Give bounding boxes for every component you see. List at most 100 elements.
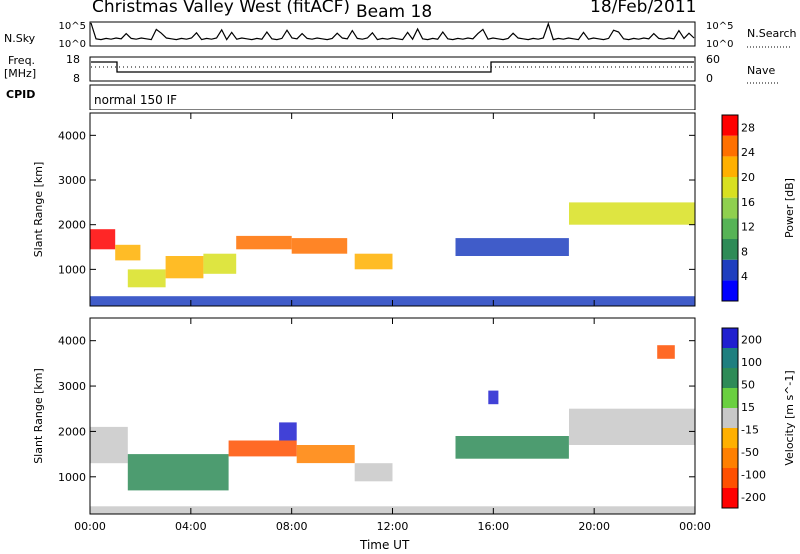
colorbar-tick-label: 24: [741, 146, 755, 159]
scatter-region: [354, 253, 393, 270]
scatter-region: [90, 426, 128, 464]
scatter-region: [127, 454, 229, 491]
x-tick-label: 20:00: [578, 520, 610, 533]
x-tick-label: 08:00: [276, 520, 308, 533]
y-axis-label: Slant Range [km]: [32, 162, 45, 258]
noise-left-tick-top: 10^5: [59, 21, 86, 32]
colorbar-tick-label: -15: [741, 423, 759, 436]
noise-panel-frame: [89, 21, 696, 47]
cpid-label: CPID: [6, 88, 36, 101]
y-tick-label: 2000: [58, 219, 86, 232]
nave-label: Nave: [747, 64, 776, 77]
colorbar-tick-label: 100: [741, 356, 762, 369]
colorbar-segment: [722, 368, 738, 388]
y-tick-label: 3000: [58, 380, 86, 393]
freq-left-tick-top: 18: [66, 53, 80, 66]
freq-panel-frame: [89, 56, 696, 82]
colorbar-tick-label: 20: [741, 171, 755, 184]
x-tick-label: 00:00: [679, 520, 711, 533]
scatter-region: [291, 238, 348, 254]
colorbar-segment: [722, 348, 738, 368]
nsky-label: N.Sky: [4, 32, 36, 45]
colorbar-label: Velocity [m s^-1]: [783, 370, 796, 465]
scatter-region: [228, 440, 297, 457]
x-tick-label: 04:00: [175, 520, 207, 533]
colorbar-frame: [721, 327, 739, 509]
status-panels: 10^5 10^0 10^5 10^0 18 8 60 0: [59, 21, 790, 110]
colorbar-segment: [722, 239, 738, 260]
y-tick-label: 4000: [58, 129, 86, 142]
y-tick-label: 1000: [58, 471, 86, 484]
colorbar-segment: [722, 156, 738, 177]
nsearch-label: N.Search: [747, 27, 797, 40]
colorbar-tick-label: 12: [741, 221, 755, 234]
noise-left-tick-bottom: 10^0: [59, 39, 86, 50]
colorbar-tick-label: -100: [741, 468, 766, 481]
freq-right-tick-bottom: 0: [706, 72, 713, 85]
x-tick-label: 16:00: [477, 520, 509, 533]
scatter-region: [90, 229, 116, 250]
colorbar-tick-label: -200: [741, 491, 766, 504]
scatter-region: [455, 436, 569, 459]
scatter-region: [488, 390, 499, 405]
noise-right-tick-bottom: 10^0: [706, 39, 733, 50]
freq-unit-label: [MHz]: [4, 67, 37, 80]
nsky-trace: [90, 21, 695, 41]
date-label: 18/Feb/2011: [590, 0, 697, 17]
colorbar-segment: [722, 488, 738, 508]
colorbar-tick-label: 200: [741, 333, 762, 346]
y-tick-label: 3000: [58, 174, 86, 187]
cpid-panel-frame: [89, 84, 696, 110]
colorbar-segment: [722, 328, 738, 348]
freq-right-tick-top: 60: [706, 53, 720, 66]
colorbar-segment: [722, 259, 738, 281]
colorbar-tick-label: 16: [741, 196, 755, 209]
colorbar-segment: [722, 388, 738, 408]
scatter-region: [296, 445, 355, 464]
y-axis-label: Slant Range [km]: [32, 368, 45, 464]
colorbar-segment: [722, 408, 738, 428]
colorbar-segment: [722, 280, 738, 301]
beam-label: Beam 18: [356, 2, 433, 22]
cpid-value: normal 150 IF: [94, 93, 178, 107]
scatter-region: [115, 244, 141, 261]
x-tick-label: 00:00: [74, 520, 106, 533]
colorbar-segment: [722, 177, 738, 198]
scatter-region: [354, 463, 393, 482]
y-tick-label: 2000: [58, 425, 86, 438]
scatter-region: [657, 345, 675, 359]
colorbar-segment: [722, 428, 738, 448]
colorbar-segment: [722, 135, 738, 157]
freq-left-tick-bottom: 8: [73, 72, 80, 85]
scatter-region: [455, 238, 569, 256]
colorbar-tick-label: -50: [741, 446, 759, 459]
colorbar-frame: [721, 114, 739, 302]
colorbar-segment: [722, 468, 738, 488]
colorbar-segment: [722, 115, 738, 136]
colorbar-tick-label: 8: [741, 245, 748, 258]
scatter-region: [279, 422, 297, 441]
y-tick-label: 4000: [58, 335, 86, 348]
plot-title: Christmas Valley West (fitACF): [92, 0, 351, 17]
noise-right-tick-top: 10^5: [706, 21, 733, 32]
scatter-region: [236, 235, 292, 250]
colorbar-tick-label: 50: [741, 378, 755, 391]
scatter-region: [569, 408, 695, 445]
colorbar-tick-label: 28: [741, 121, 755, 134]
scatter-region: [203, 253, 237, 274]
y-tick-label: 1000: [58, 263, 86, 276]
x-tick-label: 12:00: [377, 520, 409, 533]
colorbar-label: Power [dB]: [783, 178, 796, 238]
colorbar-segment: [722, 218, 738, 239]
colorbar-segment: [722, 448, 738, 468]
frequency-trace: [91, 61, 694, 73]
scatter-region: [165, 256, 204, 279]
colorbar-tick-label: 15: [741, 401, 755, 414]
scatter-region: [569, 202, 695, 225]
colorbar-tick-label: 4: [741, 270, 748, 283]
freq-label: Freq.: [8, 54, 36, 67]
x-axis-label: Time UT: [360, 538, 410, 552]
colorbar-segment: [722, 197, 738, 219]
